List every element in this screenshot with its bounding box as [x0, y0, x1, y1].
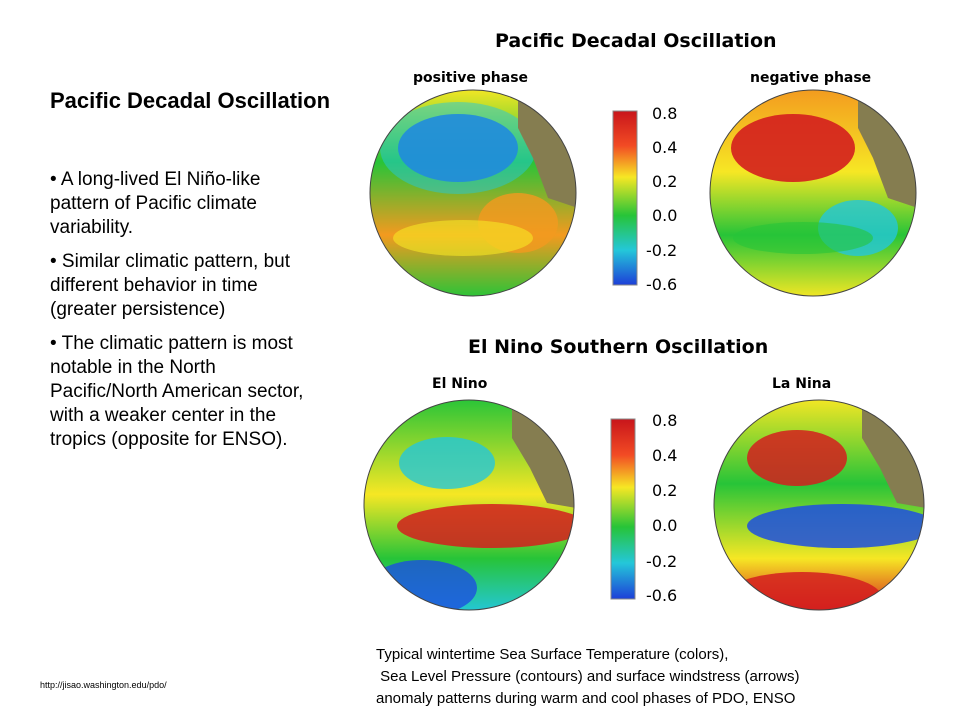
pdo-colorbar-tick: -0.2: [646, 241, 678, 260]
bullet-item: • Similar climatic pattern, but differen…: [50, 251, 291, 320]
enso-el-nino-label: El Nino: [432, 376, 488, 392]
pdo-colorbar-tick: -0.6: [646, 275, 678, 294]
caption-line: anomaly patterns during warm and cool ph…: [376, 690, 796, 707]
pdo-negative-label: negative phase: [750, 70, 872, 86]
enso-colorbar-tick: 0.8: [652, 411, 678, 430]
pdo-positive-label: positive phase: [413, 70, 529, 86]
slide-heading: Pacific Decadal Oscillation: [50, 88, 331, 113]
enso-colorbar-tick: 0.0: [652, 516, 678, 535]
enso-la-nina-globe: [713, 399, 925, 611]
bullet-item: • A long-lived El Niño-like pattern of P…: [50, 169, 261, 238]
enso-figure-title: El Nino Southern Oscillation: [468, 336, 769, 358]
enso-colorbar-tick: 0.2: [652, 481, 678, 500]
pdo-colorbar-tick: 0.4: [652, 138, 678, 157]
enso-la-nina-label: La Nina: [772, 376, 832, 392]
enso-colorbar-tick: -0.2: [646, 552, 678, 571]
enso-colorbar-tick: 0.4: [652, 446, 678, 465]
source-url: http://jisao.washington.edu/pdo/: [40, 680, 167, 690]
pdo-negative-globe: [709, 89, 917, 297]
figure-caption: Typical wintertime Sea Surface Temperatu…: [376, 644, 936, 710]
bullet-list: • A long-lived El Niño-like pattern of P…: [50, 168, 322, 462]
enso-colorbar-tick: -0.6: [646, 586, 678, 605]
pdo-colorbar-tick: 0.8: [652, 104, 678, 123]
caption-line: Typical wintertime Sea Surface Temperatu…: [376, 646, 729, 663]
bullet-item: • The climatic pattern is most notable i…: [50, 333, 304, 450]
enso-colorbar: [610, 418, 636, 600]
pdo-positive-globe: [369, 89, 577, 297]
caption-line: Sea Level Pressure (contours) and surfac…: [376, 668, 800, 685]
pdo-colorbar-tick: 0.0: [652, 206, 678, 225]
pdo-colorbar: [612, 110, 638, 286]
pdo-colorbar-tick: 0.2: [652, 172, 678, 191]
enso-el-nino-globe: [363, 399, 575, 611]
pdo-figure-title: Pacific Decadal Oscillation: [495, 30, 777, 52]
